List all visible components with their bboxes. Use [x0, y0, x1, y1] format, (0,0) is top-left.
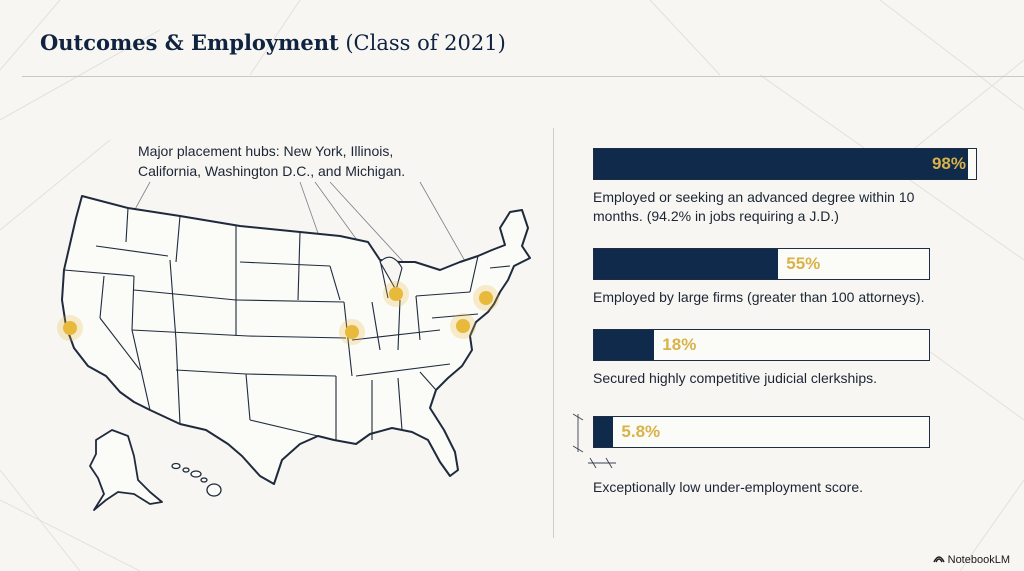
stat-value: 5.8%	[621, 422, 661, 441]
state-lines	[63, 207, 511, 440]
title-divider	[22, 76, 1024, 77]
us-outline	[61, 195, 531, 485]
brand-mark: NotebookLM	[932, 554, 1010, 566]
stat-description: Exceptionally low under-employment score…	[593, 479, 864, 495]
stat-description: Secured highly competitive judicial cler…	[593, 370, 878, 386]
great-lakes	[379, 256, 403, 292]
stat-description: Employed or seeking an advanced degree w…	[593, 189, 915, 224]
stat-description: Employed by large firms (greater than 10…	[593, 289, 925, 305]
notebooklm-icon	[932, 554, 945, 566]
hawaii-outline	[171, 462, 222, 497]
stat-value: 98%	[931, 154, 966, 173]
alaska-outline	[89, 429, 163, 511]
stat-large-firms: 55% Employed by large firms (greater tha…	[593, 248, 930, 307]
stat-bar-track: 55%	[593, 248, 930, 280]
page-title-main: Outcomes & Employment	[40, 30, 339, 55]
us-map	[57, 181, 531, 511]
stat-value: 18%	[662, 335, 697, 354]
page-title-subtitle: (Class of 2021)	[338, 31, 506, 55]
stat-judicial-clerkships: 18% Secured highly competitive judicial …	[593, 329, 930, 388]
hub-markers	[57, 281, 499, 345]
map-caption: Major placement hubs: New York, Illinois…	[138, 143, 406, 179]
stat-bar-fill	[594, 330, 655, 360]
stat-bar-fill	[594, 149, 969, 179]
stat-under-employment: 5.8% Exceptionally low under-employment …	[593, 416, 930, 497]
stat-bar-track: 5.8%	[593, 416, 930, 448]
stat-bar-track: 98%	[593, 148, 977, 180]
stat-value: 55%	[786, 254, 821, 273]
stat-bar-fill	[594, 249, 779, 279]
page-title: Outcomes & Employment (Class of 2021)	[40, 30, 506, 55]
brand-label: NotebookLM	[947, 554, 1010, 566]
stat-bar-track: 18%	[593, 329, 930, 361]
stat-bar-fill	[594, 417, 614, 447]
column-divider	[553, 128, 554, 538]
stat-employment-rate: 98% Employed or seeking an advanced degr…	[593, 148, 977, 226]
